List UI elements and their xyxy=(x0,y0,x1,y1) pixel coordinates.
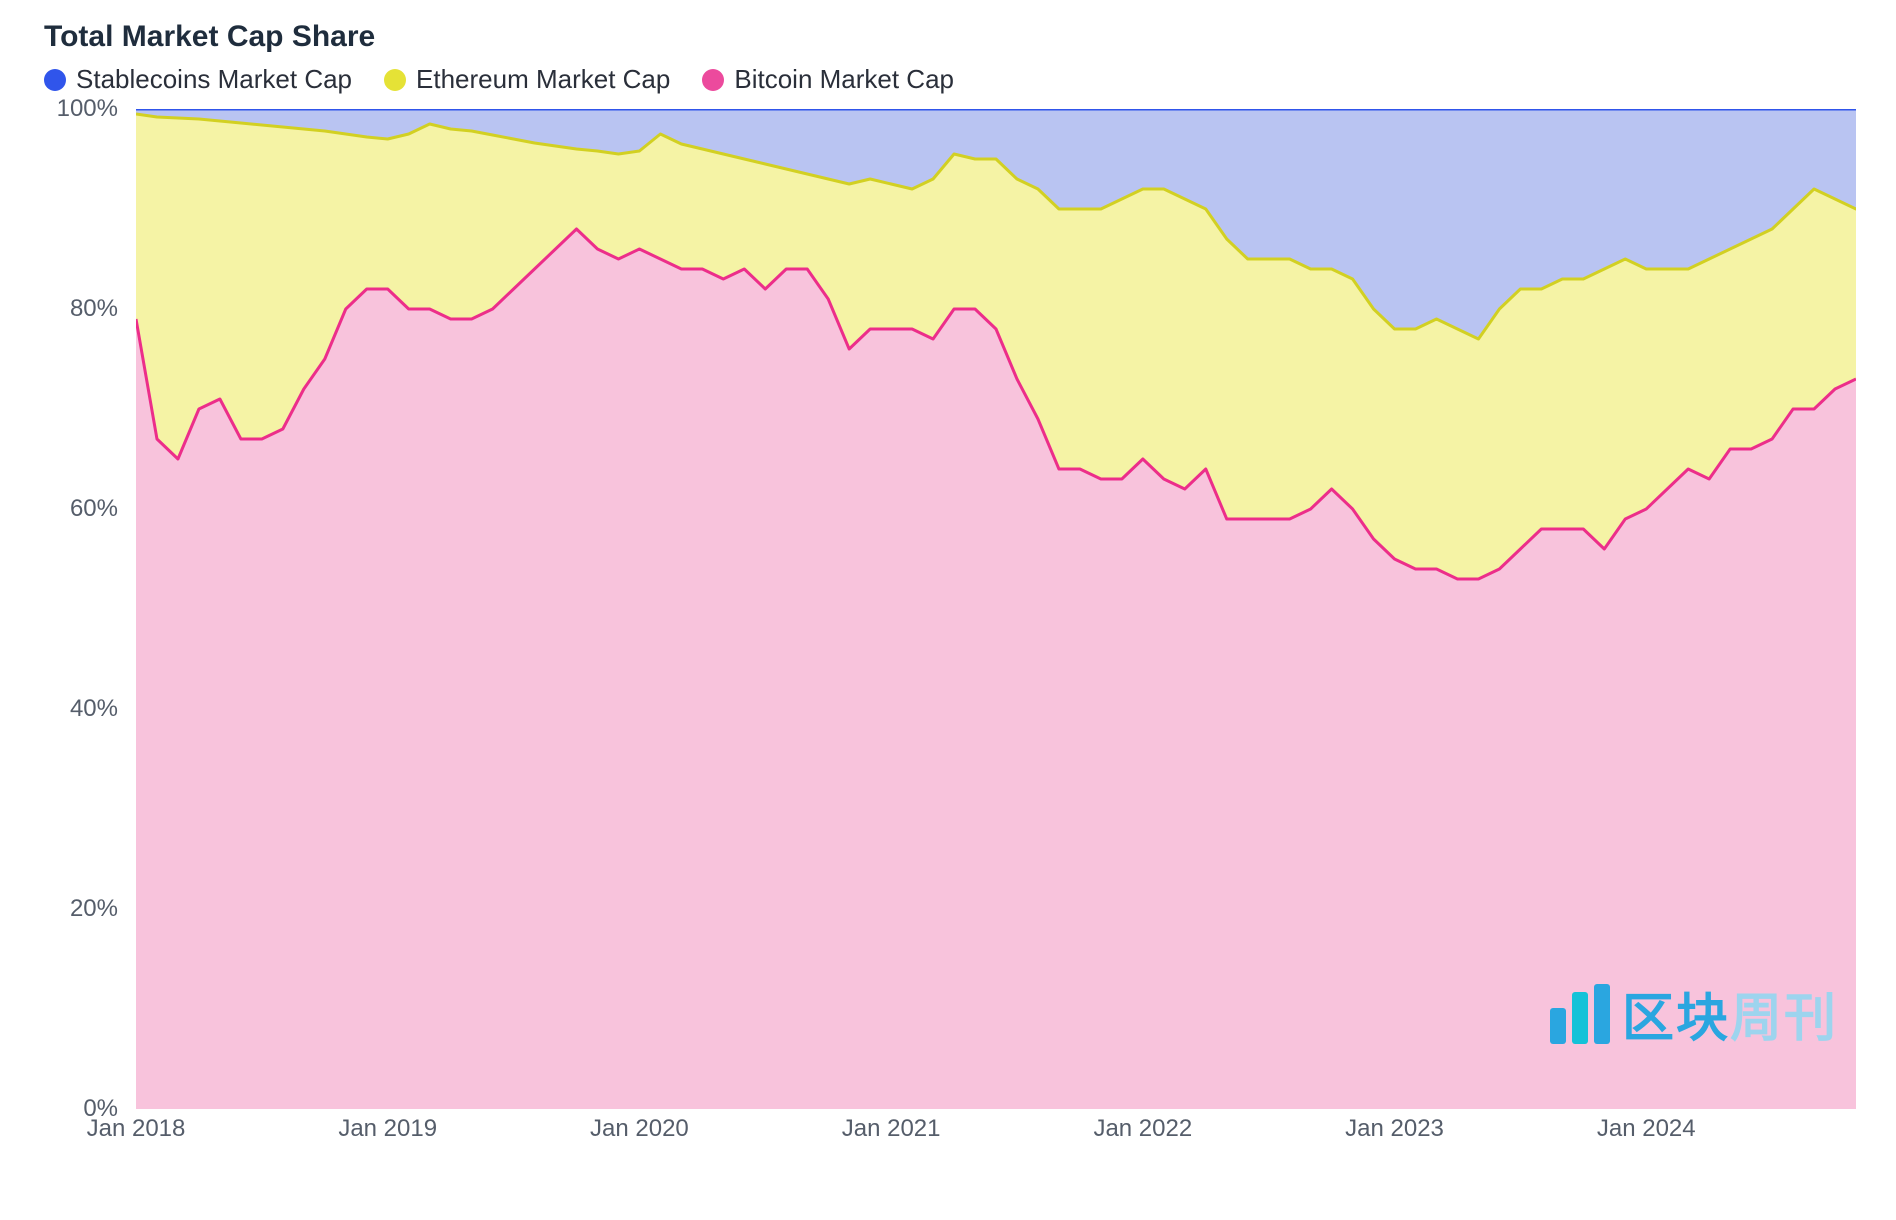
plot-area: 区块周刊 xyxy=(136,109,1856,1109)
legend-swatch-bitcoin xyxy=(702,69,724,91)
x-tick-label: Jan 2018 xyxy=(87,1115,186,1143)
legend-item-stablecoins: Stablecoins Market Cap xyxy=(44,64,352,95)
x-axis: Jan 2018Jan 2019Jan 2020Jan 2021Jan 2022… xyxy=(136,1109,1856,1149)
x-tick-label: Jan 2022 xyxy=(1093,1115,1192,1143)
legend-swatch-ethereum xyxy=(384,69,406,91)
legend-item-ethereum: Ethereum Market Cap xyxy=(384,64,670,95)
y-tick-label: 100% xyxy=(40,95,118,123)
y-tick-label: 40% xyxy=(40,695,118,723)
y-tick-label: 80% xyxy=(40,295,118,323)
y-axis: 0%20%40%60%80%100% xyxy=(40,109,126,1149)
chart-legend: Stablecoins Market Cap Ethereum Market C… xyxy=(44,64,1856,95)
x-tick-label: Jan 2019 xyxy=(338,1115,437,1143)
y-tick-label: 20% xyxy=(40,895,118,923)
x-tick-label: Jan 2020 xyxy=(590,1115,689,1143)
legend-item-bitcoin: Bitcoin Market Cap xyxy=(702,64,954,95)
legend-label-bitcoin: Bitcoin Market Cap xyxy=(734,64,954,95)
x-tick-label: Jan 2023 xyxy=(1345,1115,1444,1143)
x-tick-label: Jan 2021 xyxy=(842,1115,941,1143)
chart-title: Total Market Cap Share xyxy=(44,20,1856,54)
y-tick-label: 60% xyxy=(40,495,118,523)
legend-label-stablecoins: Stablecoins Market Cap xyxy=(76,64,352,95)
legend-swatch-stablecoins xyxy=(44,69,66,91)
legend-label-ethereum: Ethereum Market Cap xyxy=(416,64,670,95)
plot-outer: 0%20%40%60%80%100% 区块周刊 Jan 2018Jan 2019… xyxy=(40,109,1856,1149)
market-cap-share-chart: Total Market Cap Share Stablecoins Marke… xyxy=(40,20,1856,1180)
x-tick-label: Jan 2024 xyxy=(1597,1115,1696,1143)
plot-svg xyxy=(136,109,1856,1109)
